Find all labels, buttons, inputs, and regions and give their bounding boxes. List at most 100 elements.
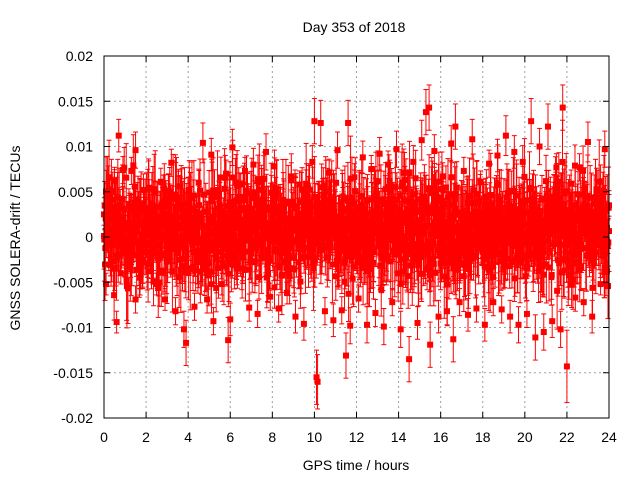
data-marker	[418, 270, 425, 277]
data-marker	[427, 272, 434, 279]
data-marker	[329, 261, 336, 268]
data-marker	[217, 174, 224, 181]
data-marker	[417, 240, 424, 247]
data-marker	[123, 174, 130, 181]
data-marker	[224, 224, 231, 231]
data-marker	[295, 212, 302, 219]
data-marker	[276, 264, 283, 271]
data-marker	[232, 197, 239, 204]
data-marker	[106, 226, 113, 233]
data-marker	[202, 266, 209, 273]
data-marker	[217, 215, 224, 222]
data-marker	[399, 219, 406, 226]
data-marker	[294, 205, 301, 212]
data-marker	[413, 247, 420, 254]
data-marker	[434, 219, 441, 226]
data-marker	[333, 179, 340, 186]
data-marker	[298, 255, 305, 262]
data-marker	[275, 208, 282, 215]
band-point	[406, 140, 413, 204]
data-marker	[133, 266, 140, 273]
data-marker	[225, 270, 232, 277]
data-marker	[404, 249, 411, 256]
data-marker	[350, 263, 357, 270]
data-marker	[111, 265, 118, 272]
data-marker	[173, 194, 180, 201]
data-marker	[406, 169, 413, 176]
data-marker	[164, 224, 171, 231]
data-marker	[250, 224, 257, 231]
data-marker	[264, 206, 271, 213]
data-marker	[397, 280, 404, 287]
data-marker	[236, 193, 243, 200]
data-marker	[434, 198, 441, 205]
data-marker	[279, 271, 286, 278]
data-marker	[349, 233, 356, 240]
data-marker	[192, 267, 199, 274]
data-marker	[173, 244, 180, 251]
data-marker	[218, 242, 225, 249]
data-marker	[161, 185, 168, 192]
data-marker	[229, 238, 236, 245]
data-marker	[211, 241, 218, 248]
data-marker	[284, 249, 291, 256]
data-marker	[376, 226, 383, 233]
data-marker	[253, 202, 260, 209]
data-marker	[133, 212, 140, 219]
data-marker	[225, 261, 232, 268]
data-marker	[377, 262, 384, 269]
data-marker	[318, 184, 325, 191]
data-marker	[154, 249, 161, 256]
data-marker	[363, 197, 370, 204]
data-marker	[359, 201, 366, 208]
data-marker	[192, 224, 199, 231]
data-marker	[256, 179, 263, 186]
data-marker	[265, 270, 272, 277]
data-marker	[247, 246, 254, 253]
data-marker	[137, 200, 144, 207]
data-marker	[144, 204, 151, 211]
data-marker	[258, 253, 265, 260]
data-marker	[108, 188, 115, 195]
data-marker	[361, 205, 368, 212]
data-marker	[397, 192, 404, 199]
data-marker	[348, 194, 355, 201]
data-marker	[136, 257, 143, 264]
data-marker	[338, 248, 345, 255]
data-marker	[120, 226, 127, 233]
data-marker	[401, 256, 408, 263]
data-marker	[340, 216, 347, 223]
data-marker	[108, 242, 115, 249]
data-marker	[392, 184, 399, 191]
data-marker	[223, 245, 230, 252]
chart-title: Day 353 of 2018	[303, 19, 406, 35]
data-marker	[205, 272, 212, 279]
data-marker	[235, 198, 242, 205]
data-marker	[291, 265, 298, 272]
data-marker	[226, 199, 233, 206]
data-marker	[361, 230, 368, 237]
data-series	[101, 84, 612, 410]
data-marker	[114, 194, 121, 201]
data-marker	[287, 245, 294, 252]
data-marker	[185, 270, 192, 277]
data-marker	[387, 187, 394, 194]
data-marker	[266, 254, 273, 261]
data-marker	[341, 278, 348, 285]
data-marker	[382, 186, 389, 193]
data-marker	[179, 263, 186, 270]
data-marker	[247, 206, 254, 213]
data-marker	[406, 219, 413, 226]
data-marker	[129, 232, 136, 239]
data-marker	[222, 174, 229, 181]
data-marker	[221, 185, 228, 192]
data-marker	[363, 226, 370, 233]
data-marker	[346, 226, 353, 233]
data-marker	[245, 231, 252, 238]
data-marker	[317, 246, 324, 253]
data-marker	[105, 239, 112, 246]
data-marker	[422, 247, 429, 254]
data-marker	[253, 242, 260, 249]
data-marker	[431, 228, 438, 235]
data-marker	[341, 196, 348, 203]
